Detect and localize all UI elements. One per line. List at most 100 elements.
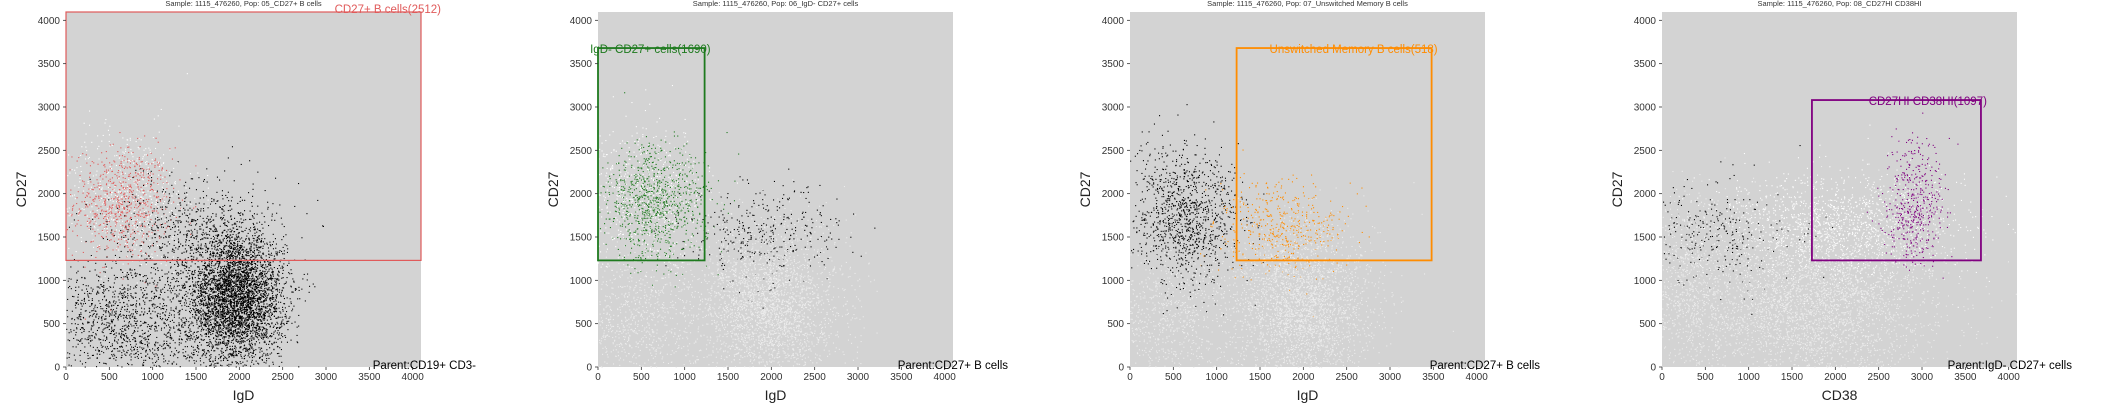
- data-point: [211, 308, 213, 310]
- data-point: [203, 274, 205, 276]
- data-point: [166, 188, 168, 190]
- data-point: [220, 252, 222, 254]
- data-point: [161, 208, 163, 210]
- data-point: [225, 279, 227, 281]
- data-point: [222, 284, 224, 286]
- data-point: [128, 240, 130, 242]
- data-point: [200, 245, 202, 247]
- data-point: [105, 169, 107, 171]
- data-point: [246, 281, 248, 283]
- data-point: [248, 347, 250, 349]
- data-point: [238, 271, 240, 273]
- data-point: [241, 357, 243, 359]
- data-point: [239, 284, 241, 286]
- data-point: [230, 274, 232, 276]
- data-point: [238, 285, 240, 287]
- data-point: [222, 308, 224, 310]
- data-point: [130, 212, 132, 214]
- data-point: [251, 346, 253, 348]
- data-point: [140, 215, 142, 217]
- data-point: [225, 273, 227, 275]
- data-point: [139, 197, 141, 199]
- data-point: [220, 304, 222, 306]
- data-point: [275, 341, 277, 343]
- data-point: [241, 263, 243, 265]
- data-point: [219, 286, 221, 288]
- data-point: [173, 310, 175, 312]
- data-point: [236, 238, 238, 240]
- data-point: [106, 171, 108, 173]
- data-point: [114, 191, 116, 193]
- data-point: [71, 156, 73, 158]
- data-point: [205, 335, 207, 337]
- data-point: [122, 173, 124, 175]
- data-point: [150, 207, 152, 209]
- data-point: [260, 297, 262, 299]
- data-point: [261, 330, 263, 332]
- data-point: [251, 357, 253, 359]
- data-point: [253, 356, 255, 358]
- data-point: [157, 206, 159, 208]
- data-point: [144, 193, 146, 195]
- data-point: [97, 245, 99, 247]
- data-point: [254, 284, 256, 286]
- data-point: [222, 283, 224, 285]
- data-point: [131, 195, 133, 197]
- data-point: [283, 263, 285, 265]
- data-point: [222, 292, 224, 294]
- data-point: [147, 174, 149, 176]
- data-point: [138, 214, 140, 216]
- data-point: [129, 186, 131, 188]
- data-point: [83, 181, 85, 183]
- data-point: [220, 249, 222, 251]
- data-point: [93, 184, 95, 186]
- data-point: [240, 226, 242, 228]
- data-point: [115, 225, 117, 227]
- data-point: [74, 194, 76, 196]
- data-point: [189, 337, 191, 339]
- data-point: [240, 268, 242, 270]
- data-point: [76, 160, 78, 162]
- data-point: [294, 321, 296, 323]
- data-point: [251, 355, 253, 357]
- data-point: [236, 328, 238, 330]
- data-point: [209, 302, 211, 304]
- data-point: [263, 294, 265, 296]
- data-point: [211, 261, 213, 263]
- data-point: [249, 289, 251, 291]
- data-point: [229, 288, 231, 290]
- data-point: [263, 341, 265, 343]
- data-point: [264, 274, 266, 276]
- data-point: [123, 187, 125, 189]
- data-point: [177, 262, 179, 264]
- data-point: [235, 324, 237, 326]
- data-point: [254, 330, 256, 332]
- data-point: [272, 361, 274, 363]
- data-point: [120, 211, 122, 213]
- data-point: [232, 324, 234, 326]
- data-point: [204, 296, 206, 298]
- data-point: [134, 215, 136, 217]
- data-point: [152, 162, 154, 164]
- data-point: [208, 290, 210, 292]
- data-point: [260, 286, 262, 288]
- data-point: [234, 253, 236, 255]
- data-point: [265, 269, 267, 271]
- data-point: [255, 317, 257, 319]
- data-point: [127, 146, 129, 148]
- data-point: [284, 313, 286, 315]
- data-point: [266, 360, 268, 362]
- data-point: [254, 327, 256, 329]
- data-point: [217, 331, 219, 333]
- data-point: [263, 301, 265, 303]
- data-point: [86, 215, 88, 217]
- data-point: [258, 238, 260, 240]
- data-point: [212, 291, 214, 293]
- data-point: [252, 309, 254, 311]
- data-point: [111, 182, 113, 184]
- data-point: [259, 315, 261, 317]
- data-point: [251, 304, 253, 306]
- data-point: [135, 181, 137, 183]
- data-point: [240, 273, 242, 275]
- data-point: [229, 205, 231, 207]
